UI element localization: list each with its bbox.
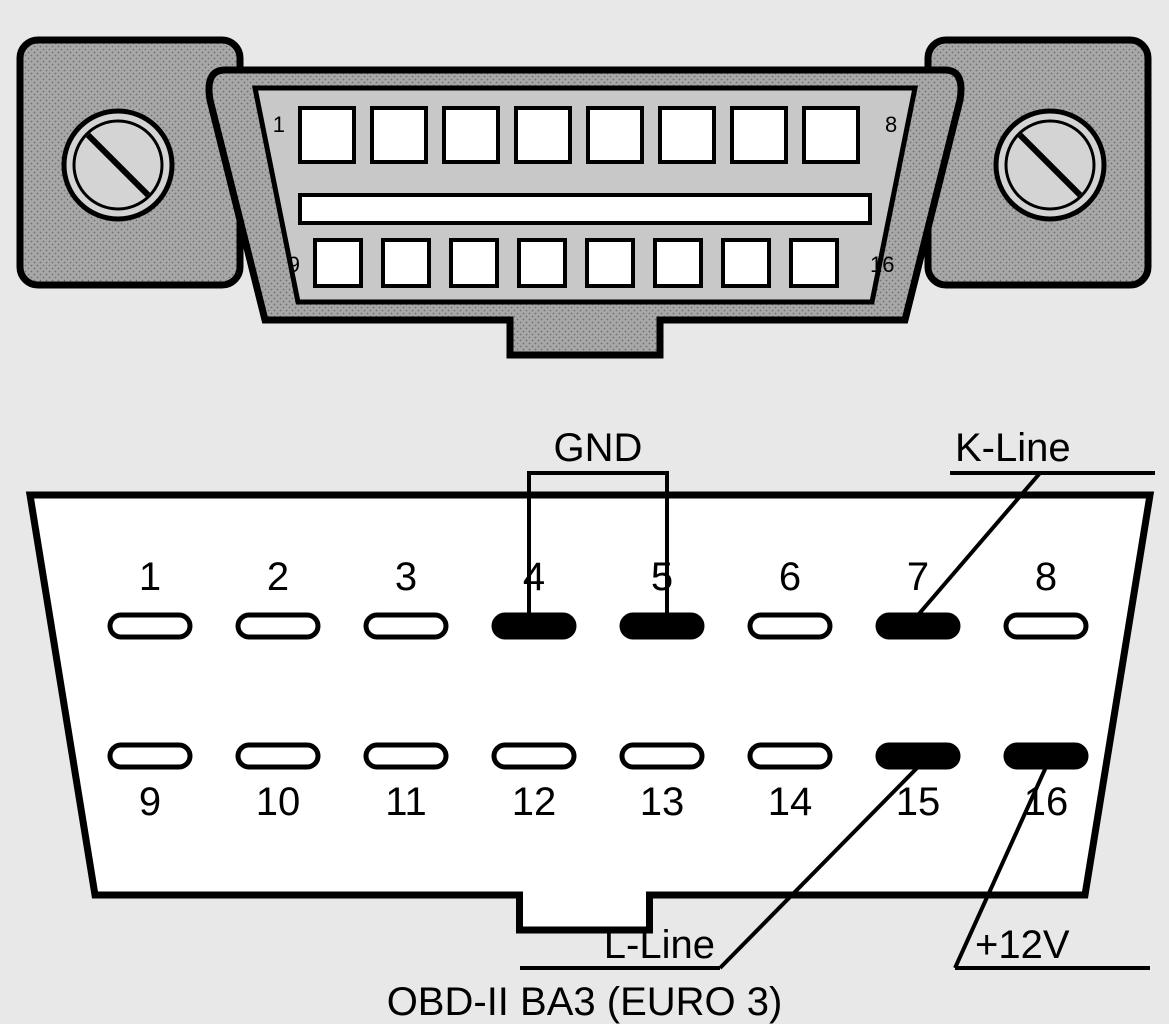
phys-pin-2	[372, 108, 426, 162]
connector-physical-view: 1 8 9 16	[20, 40, 1148, 355]
phys-pin-5	[588, 108, 642, 162]
pin-label-9: 9	[139, 780, 161, 824]
pin-7	[878, 615, 958, 637]
phys-pin-12	[519, 240, 565, 286]
phys-pin-6	[660, 108, 714, 162]
pin-label-11: 11	[385, 780, 427, 824]
phys-label-16: 16	[870, 252, 894, 277]
pin-5	[622, 615, 702, 637]
pin-label-1: 1	[139, 555, 161, 599]
phys-pin-4	[516, 108, 570, 162]
screw-left	[64, 111, 172, 219]
phys-pin-10	[383, 240, 429, 286]
phys-pin-3	[444, 108, 498, 162]
pin-label-4: 4	[523, 555, 545, 599]
pin-label-7: 7	[907, 555, 929, 599]
phys-label-8: 8	[885, 112, 897, 137]
phys-pin-7	[732, 108, 786, 162]
pin-3	[366, 615, 446, 637]
pin-15	[878, 745, 958, 767]
pin-label-2: 2	[267, 555, 289, 599]
pin-label-14: 14	[768, 780, 813, 824]
pin-label-10: 10	[256, 780, 301, 824]
pin-12	[494, 745, 574, 767]
pin-8	[1006, 615, 1086, 637]
phys-pin-1	[300, 108, 354, 162]
phys-pin-8	[804, 108, 858, 162]
pin-label-6: 6	[779, 555, 801, 599]
phys-label-9: 9	[288, 252, 300, 277]
callout-kline: K-Line	[955, 426, 1071, 470]
callout-12v: +12V	[975, 923, 1070, 967]
phys-label-1: 1	[273, 112, 285, 137]
callout-gnd: GND	[554, 426, 643, 470]
pin-2	[238, 615, 318, 637]
phys-pin-14	[655, 240, 701, 286]
phys-pin-9	[315, 240, 361, 286]
pin-11	[366, 745, 446, 767]
screw-right	[996, 111, 1104, 219]
pinout-schematic: 12345678 910111213141516 GND K-Line L-Li…	[30, 426, 1155, 1024]
pin-6	[750, 615, 830, 637]
phys-pin-15	[723, 240, 769, 286]
pin-14	[750, 745, 830, 767]
phys-pin-11	[451, 240, 497, 286]
pin-label-13: 13	[640, 780, 685, 824]
pin-1	[110, 615, 190, 637]
pin-10	[238, 745, 318, 767]
connector-center-slot	[300, 195, 870, 223]
pinout-outline	[30, 495, 1150, 930]
pin-4	[494, 615, 574, 637]
pin-13	[622, 745, 702, 767]
pin-label-8: 8	[1035, 555, 1057, 599]
pin-label-3: 3	[395, 555, 417, 599]
pin-9	[110, 745, 190, 767]
phys-pin-13	[587, 240, 633, 286]
diagram-canvas: 1 8 9 16 12345678 910111213141516 GND K-…	[0, 0, 1169, 1024]
pin-16	[1006, 745, 1086, 767]
pin-label-12: 12	[512, 780, 557, 824]
diagram-title: OBD-II BA3 (EURO 3)	[387, 980, 783, 1024]
pin-label-5: 5	[651, 555, 673, 599]
callout-lline: L-Line	[604, 923, 715, 967]
pin-label-15: 15	[896, 780, 941, 824]
obd-diagram-svg: 1 8 9 16 12345678 910111213141516 GND K-…	[0, 0, 1169, 1024]
phys-pin-16	[791, 240, 837, 286]
